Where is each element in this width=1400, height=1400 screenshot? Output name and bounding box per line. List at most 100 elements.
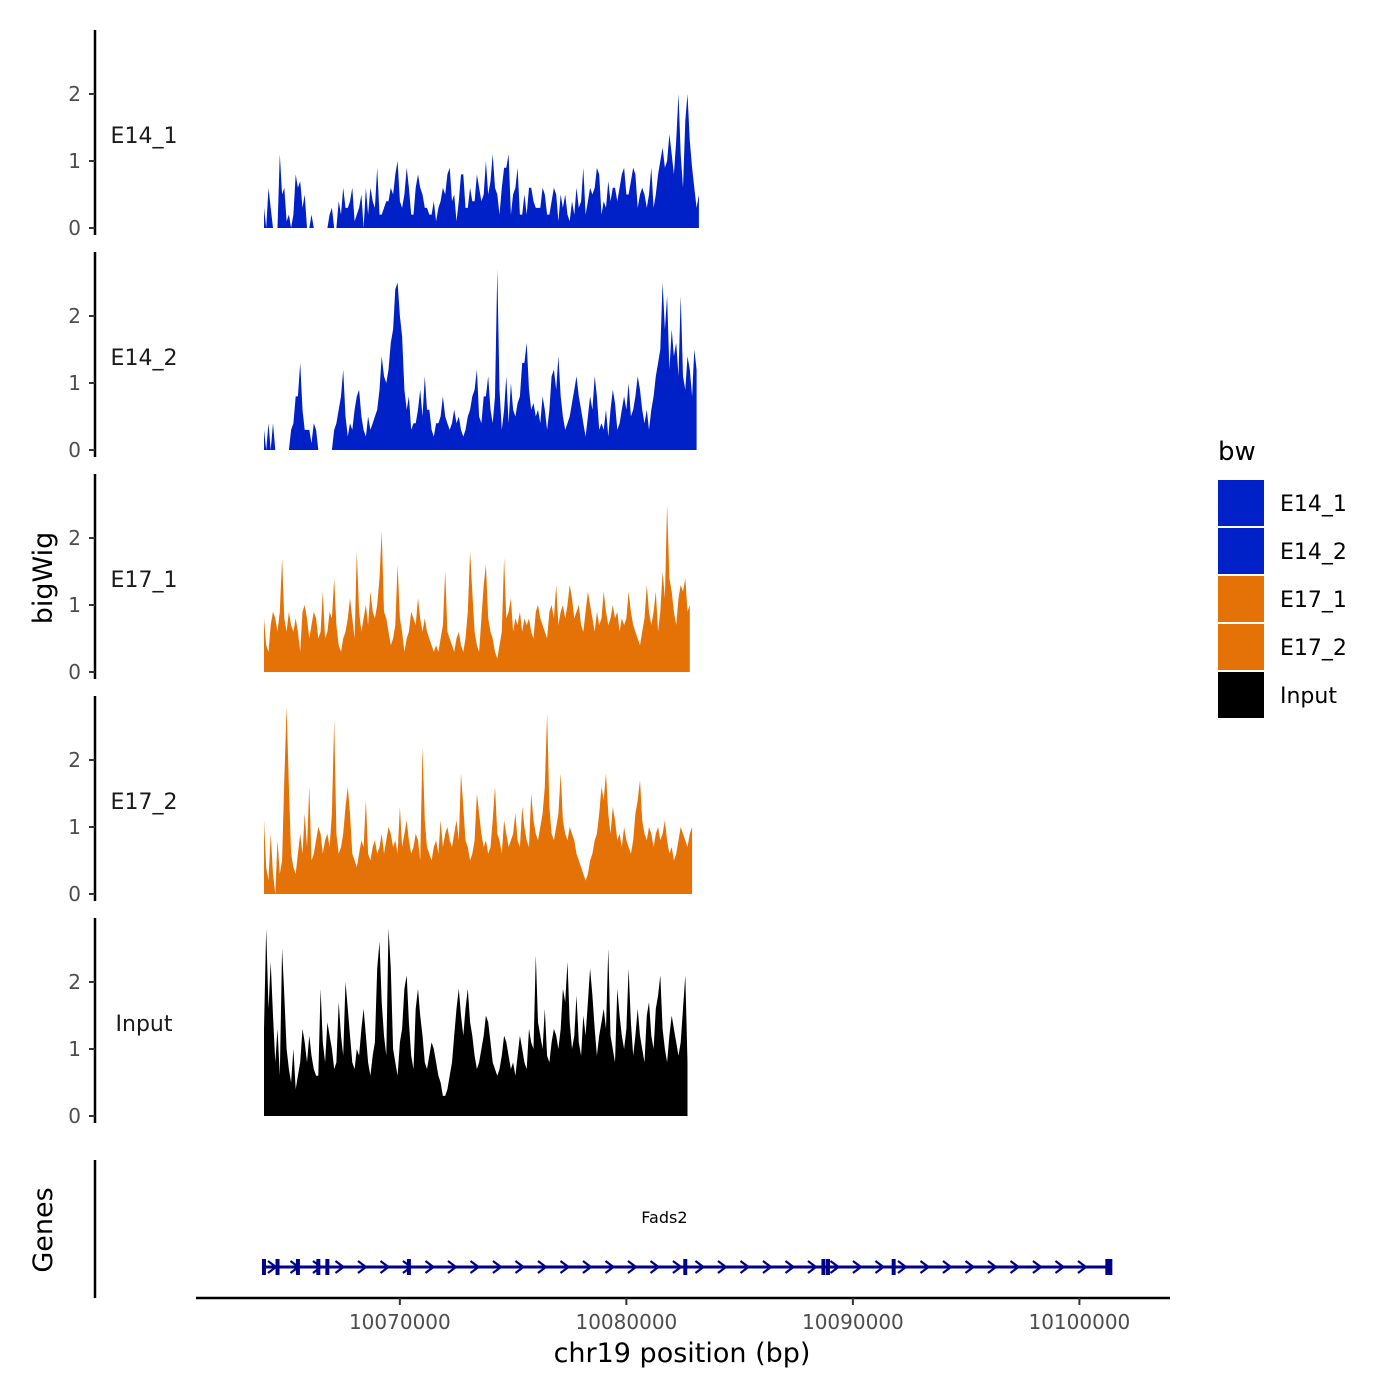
gene-strand-chevron — [672, 1260, 682, 1274]
legend-swatch-Input — [1218, 672, 1264, 718]
y-axis-title: bigWig — [28, 532, 59, 625]
y-tick-label-E17_2-0: 0 — [68, 882, 81, 906]
gene-strand-chevron — [627, 1260, 637, 1274]
gene-strand-chevron — [514, 1260, 525, 1274]
gene-strand-chevron — [267, 1260, 277, 1274]
gene-strand-chevron — [942, 1260, 952, 1274]
track-label-E14_1: E14_1 — [111, 124, 178, 149]
y-tick-label-Input-0: 0 — [68, 1104, 81, 1128]
signal-area-Input — [264, 928, 688, 1116]
legend-label-E17_1: E17_1 — [1280, 588, 1347, 613]
gene-exon-Fads2 — [261, 1259, 266, 1275]
gene-strand-chevron — [1032, 1260, 1042, 1274]
gene-Fads2: Fads2 — [261, 1208, 1113, 1275]
y-tick-label-E17_2-2: 2 — [68, 748, 81, 772]
gene-exon-Fads2 — [325, 1259, 330, 1275]
x-tick-label-10090000: 10090000 — [802, 1310, 904, 1334]
y-tick-label-E17_2-1: 1 — [68, 815, 81, 839]
gene-label-Fads2: Fads2 — [641, 1208, 687, 1227]
y-tick-label-E14_1-2: 2 — [68, 82, 81, 106]
x-axis: 10070000 10080000 10090000 10100000 — [196, 1296, 1170, 1334]
track-E17_1: 0 1 2 E17_1 — [68, 474, 690, 684]
legend-swatch-E14_1 — [1218, 480, 1264, 526]
legend-swatch-E17_2 — [1218, 624, 1264, 670]
gene-exon-Fads2 — [683, 1259, 688, 1275]
signal-area-E17_2 — [264, 706, 693, 894]
gene-strand-chevron — [807, 1260, 817, 1274]
track-label-Input: Input — [116, 1012, 173, 1037]
legend-label-E17_2: E17_2 — [1280, 636, 1347, 661]
gene-strand-chevron — [357, 1260, 367, 1274]
y-tick-label-E14_2-1: 1 — [68, 371, 81, 395]
gene-strand-chevron — [582, 1260, 592, 1274]
track-Input: 0 1 2 Input — [68, 918, 688, 1128]
gene-strand-chevron — [1009, 1260, 1020, 1274]
gene-exon-Fads2 — [295, 1259, 300, 1275]
legend: bw E14_1 E14_2 E17_1 E17_2 Input — [1218, 437, 1347, 718]
x-tick-label-10080000: 10080000 — [575, 1310, 677, 1334]
y-tick-label-E17_1-1: 1 — [68, 593, 81, 617]
legend-swatch-E17_1 — [1218, 576, 1264, 622]
gene-strand-chevron — [829, 1260, 840, 1274]
legend-label-E14_1: E14_1 — [1280, 492, 1347, 517]
gene-strand-chevron — [852, 1260, 862, 1274]
gene-strand-chevron — [874, 1260, 885, 1274]
gene-exon-Fads2 — [275, 1259, 280, 1275]
x-tick-label-10100000: 10100000 — [1028, 1310, 1130, 1334]
gene-strand-chevron — [717, 1260, 727, 1274]
y-tick-label-E14_2-2: 2 — [68, 304, 81, 328]
track-E14_1: 0 1 2 E14_1 — [68, 30, 699, 240]
gene-exon-Fads2 — [406, 1259, 411, 1275]
gene-strand-chevron — [492, 1260, 502, 1274]
gene-strand-chevron — [649, 1260, 660, 1274]
gene-exon-Fads2 — [825, 1259, 830, 1275]
track-E14_2: 0 1 2 E14_2 — [68, 252, 697, 462]
gene-strand-chevron — [964, 1260, 975, 1274]
signal-area-E14_2 — [264, 269, 697, 450]
x-tick-label-10070000: 10070000 — [349, 1310, 451, 1334]
gene-exon-Fads2 — [891, 1259, 896, 1275]
gene-exon-Fads2 — [316, 1259, 321, 1275]
gene-strand-chevron — [334, 1260, 345, 1274]
y-tick-label-E17_1-0: 0 — [68, 660, 81, 684]
gene-exon-Fads2 — [821, 1259, 826, 1275]
gene-strand-chevron — [424, 1260, 435, 1274]
y-tick-label-E14_2-0: 0 — [68, 438, 81, 462]
gene-strand-chevron — [559, 1260, 570, 1274]
genes-axis-title: Genes — [28, 1187, 59, 1272]
gene-strand-chevron — [537, 1260, 547, 1274]
y-tick-label-E17_1-2: 2 — [68, 526, 81, 550]
gene-strand-chevron — [739, 1260, 750, 1274]
gene-strand-chevron — [604, 1260, 615, 1274]
gene-strand-chevron — [919, 1260, 930, 1274]
gene-strand-chevron — [1054, 1260, 1065, 1274]
legend-label-E14_2: E14_2 — [1280, 540, 1347, 565]
signal-tracks: 0 1 2 E14_1 0 1 2 E14_2 0 1 2 E17_1 0 1 2 E17_2 0 1 2 Input — [68, 30, 699, 1128]
gene-strand-chevron — [1077, 1260, 1087, 1274]
y-tick-label-E14_1-1: 1 — [68, 149, 81, 173]
y-tick-label-E14_1-0: 0 — [68, 216, 81, 240]
track-label-E14_2: E14_2 — [111, 346, 178, 371]
gene-strand-chevron — [447, 1260, 457, 1274]
gene-strand-chevron — [762, 1260, 772, 1274]
x-axis-title: chr19 position (bp) — [554, 1338, 811, 1369]
signal-area-E14_1 — [264, 94, 699, 228]
signal-area-E17_1 — [264, 504, 690, 672]
gene-strand-chevron — [784, 1260, 795, 1274]
legend-title: bw — [1218, 437, 1256, 467]
gene-track-panel: Fads2 — [93, 1160, 1113, 1298]
y-tick-label-Input-1: 1 — [68, 1037, 81, 1061]
track-label-E17_1: E17_1 — [111, 568, 178, 593]
gene-strand-chevron — [469, 1260, 480, 1274]
track-E17_2: 0 1 2 E17_2 — [68, 696, 693, 906]
track-label-E17_2: E17_2 — [111, 790, 178, 815]
gene-exon-Fads2 — [1105, 1259, 1113, 1275]
gene-strand-chevron — [694, 1260, 705, 1274]
gene-strand-chevron — [987, 1260, 997, 1274]
gene-strand-chevron — [897, 1260, 907, 1274]
legend-swatch-E14_2 — [1218, 528, 1264, 574]
legend-label-Input: Input — [1280, 684, 1337, 709]
y-tick-label-Input-2: 2 — [68, 970, 81, 994]
gene-strand-chevron — [379, 1260, 390, 1274]
